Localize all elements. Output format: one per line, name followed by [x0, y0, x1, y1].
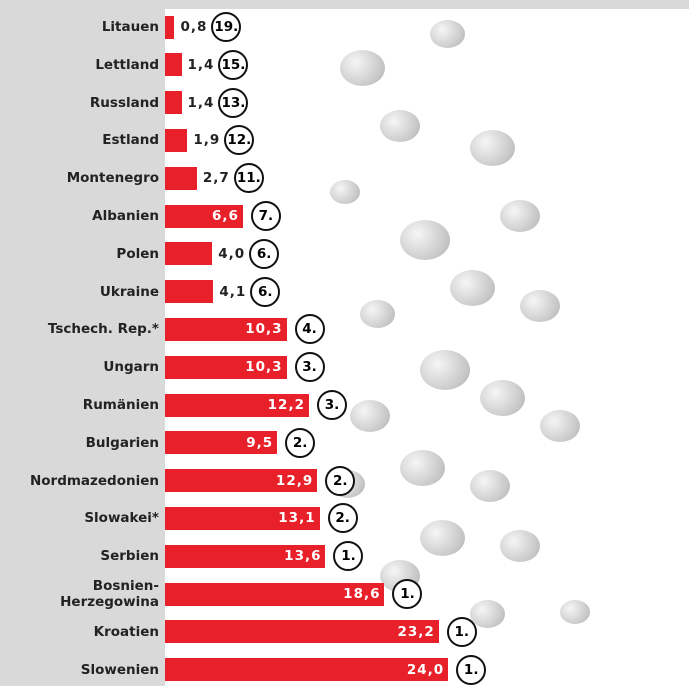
rank-badge: 6. [250, 276, 281, 307]
category-label: Litauen [101, 19, 159, 35]
value-label: 4,1 [219, 283, 247, 300]
rank-badge: 4. [294, 314, 325, 345]
bar [165, 280, 214, 304]
rank-badge: 13. [218, 87, 249, 118]
bar [165, 506, 320, 530]
value-label: 12,2 [267, 397, 305, 413]
coin [420, 350, 470, 390]
coin [500, 200, 540, 232]
coin [430, 20, 465, 48]
category-label: Bosnien- Herzegowina [60, 578, 159, 610]
bar [165, 53, 182, 77]
rank-badge: 3. [316, 390, 347, 420]
value-label: 2,7 [202, 170, 230, 187]
value-label: 1,4 [187, 56, 215, 73]
rank-badge: 7. [250, 201, 281, 231]
rank-badge: 11. [233, 163, 264, 194]
value-label: 13,6 [284, 548, 322, 565]
category-label: Ungarn [103, 359, 159, 376]
bar [165, 469, 318, 493]
bar [165, 355, 287, 379]
value-label: 4,0 [218, 245, 246, 262]
coin [340, 50, 385, 86]
category-label: Bulgarien [85, 434, 159, 451]
value-label: 10,3 [245, 359, 283, 376]
rank-badge: 3. [294, 352, 325, 383]
rank-badge: 1. [446, 616, 477, 647]
category-label: Montenegro [66, 170, 159, 187]
value-label: 23,2 [397, 623, 435, 640]
bar [165, 91, 182, 115]
rank-badge: 6. [249, 238, 280, 269]
rank-badge: 1. [333, 541, 364, 572]
rank-badge: 1. [392, 579, 423, 609]
bar [165, 431, 278, 455]
coin [360, 300, 395, 328]
rank-badge: 19. [211, 12, 242, 42]
coin [470, 130, 515, 166]
category-label: Slowenien [80, 661, 159, 678]
rank-badge: 12. [224, 125, 255, 156]
bar [165, 15, 175, 39]
bar [165, 544, 326, 568]
coin [520, 290, 560, 322]
value-label: 0,8 [180, 19, 208, 35]
label-panel [0, 0, 165, 686]
coin [400, 450, 445, 486]
category-label: Rumänien [82, 397, 159, 413]
coin [560, 600, 590, 624]
rank-badge: 2. [325, 465, 356, 496]
bar [165, 658, 449, 682]
category-label: Nordmazedonien [29, 472, 159, 489]
category-label: Slowakei* [84, 510, 159, 527]
rank-badge: 2. [285, 427, 316, 458]
bar [165, 582, 385, 606]
value-label: 24,0 [406, 661, 445, 678]
category-label: Tschech. Rep.* [47, 321, 159, 338]
rank-badge: 15. [218, 49, 249, 80]
category-label: Serbien [100, 548, 159, 565]
category-label: Lettland [95, 56, 159, 73]
coin [450, 270, 495, 306]
value-label: 13,1 [278, 510, 316, 527]
bar [165, 317, 287, 341]
coin [330, 180, 360, 204]
coin [470, 470, 510, 502]
coin [400, 220, 450, 260]
category-label: Polen [116, 245, 159, 262]
value-label: 12,9 [275, 472, 314, 489]
bar [165, 204, 243, 228]
coin [500, 530, 540, 562]
category-label: Estland [102, 132, 159, 149]
rank-badge: 2. [327, 503, 358, 534]
bar [165, 128, 188, 152]
rank-badge: 1. [456, 654, 487, 685]
coin [480, 380, 525, 416]
value-label: 18,6 [343, 586, 381, 602]
bar [165, 393, 309, 417]
value-label: 10,3 [245, 321, 283, 338]
coin [380, 110, 420, 142]
category-label: Albanien [92, 208, 159, 224]
coin [350, 400, 390, 432]
coin [470, 600, 505, 628]
bar [165, 166, 197, 190]
category-label: Kroatien [93, 623, 159, 640]
value-label: 1,4 [187, 94, 215, 111]
category-label: Ukraine [99, 283, 159, 300]
coin [540, 410, 580, 442]
category-label: Russland [89, 94, 159, 111]
top-band [0, 0, 689, 9]
value-label: 1,9 [193, 132, 221, 149]
bar [165, 620, 439, 644]
value-label: 6,6 [211, 208, 239, 224]
bar [165, 242, 213, 266]
value-label: 9,5 [246, 434, 274, 451]
coin [420, 520, 465, 556]
